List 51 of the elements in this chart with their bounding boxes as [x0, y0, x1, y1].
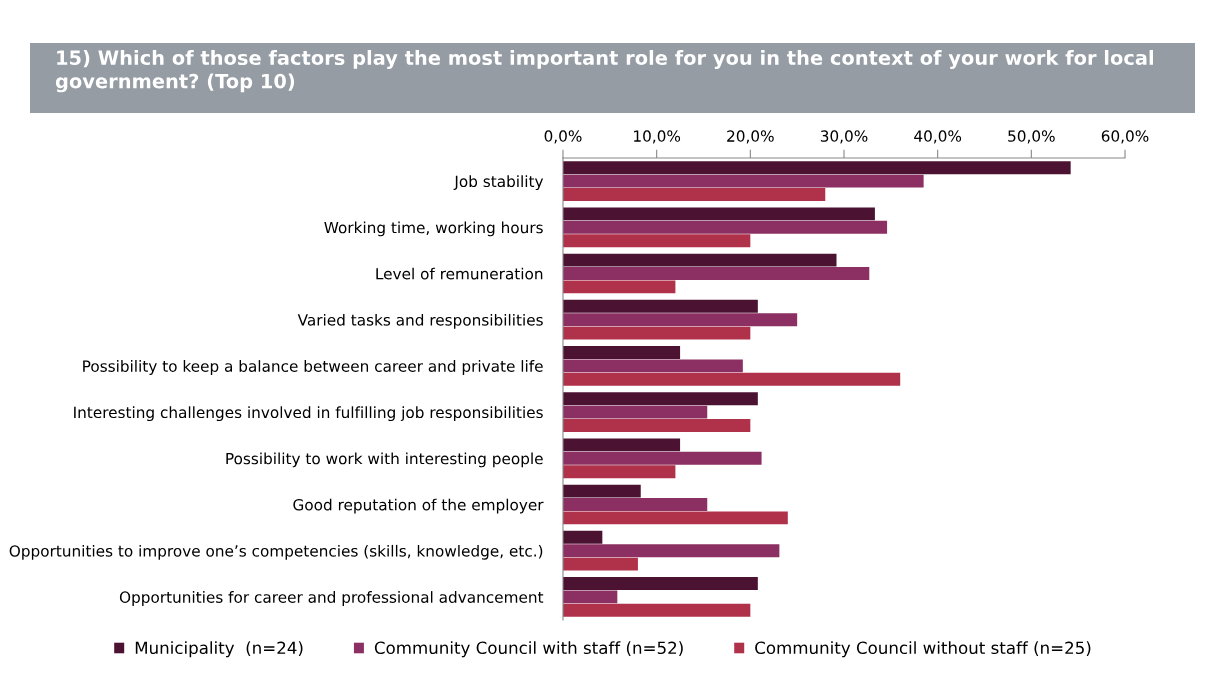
x-tick-label: 10,0% — [634, 130, 681, 144]
bar — [563, 207, 875, 221]
y-tick-label: Possibility to work with interesting people — [226, 452, 543, 468]
legend-label: Community Council with staff (n=52) — [374, 641, 683, 658]
bar — [563, 267, 870, 280]
bar — [563, 511, 788, 525]
y-tick-label: Working time, working hours — [324, 221, 543, 237]
bar — [563, 603, 751, 617]
bar — [563, 484, 641, 498]
bar — [563, 544, 780, 558]
bar — [563, 220, 888, 234]
y-tick-label: Level of remuneration — [376, 267, 543, 280]
bar — [563, 498, 708, 511]
bar — [563, 577, 758, 590]
bar — [563, 372, 901, 386]
bar — [563, 253, 837, 267]
bar — [563, 188, 826, 201]
bar — [563, 280, 676, 294]
bar — [563, 174, 924, 188]
bar — [563, 451, 762, 465]
bar — [563, 326, 751, 340]
bar — [563, 530, 603, 544]
y-tick-label: Good reputation of the employer — [293, 498, 544, 514]
bar — [563, 438, 681, 452]
x-tick-label: 40,0% — [914, 130, 962, 144]
y-tick-label: Varied tasks and responsibilities — [297, 313, 543, 329]
y-tick-label: Interesting challenges involved in fulfilling job responsibilities — [74, 406, 543, 422]
x-tick-label: 50,0% — [1008, 130, 1055, 144]
bar — [563, 590, 618, 604]
bar — [563, 161, 1071, 175]
bar — [563, 234, 751, 248]
legend-label: Municipality (n=24) — [135, 641, 303, 658]
bar — [563, 313, 798, 327]
x-tick-label: 60,0% — [1101, 130, 1149, 144]
legend-label: Community Council without staff (n=25) — [755, 641, 1091, 658]
y-tick-label: Possibility to keep a balance between career and private life — [83, 360, 543, 375]
bar — [563, 557, 638, 571]
y-tick-label: Job stability — [453, 175, 544, 191]
bar — [563, 405, 708, 419]
chart-title: 15) Which of those factors play the most important role for you in the context of your work for local government? (Top 10) — [55, 50, 1154, 93]
y-tick-label: Opportunities for career and professional advancement — [119, 591, 544, 606]
bar — [563, 299, 758, 313]
bar — [563, 419, 751, 432]
x-tick-label: 0,0% — [544, 130, 582, 144]
x-tick-label: 20,0% — [727, 130, 774, 144]
bar — [563, 346, 681, 359]
bar — [563, 465, 676, 479]
y-tick-label: Opportunities to improve one’s competencies (skills, knowledge, etc.) — [9, 544, 543, 560]
x-tick-label: 30,0% — [820, 130, 868, 144]
bar — [563, 359, 743, 373]
bar — [563, 392, 758, 406]
